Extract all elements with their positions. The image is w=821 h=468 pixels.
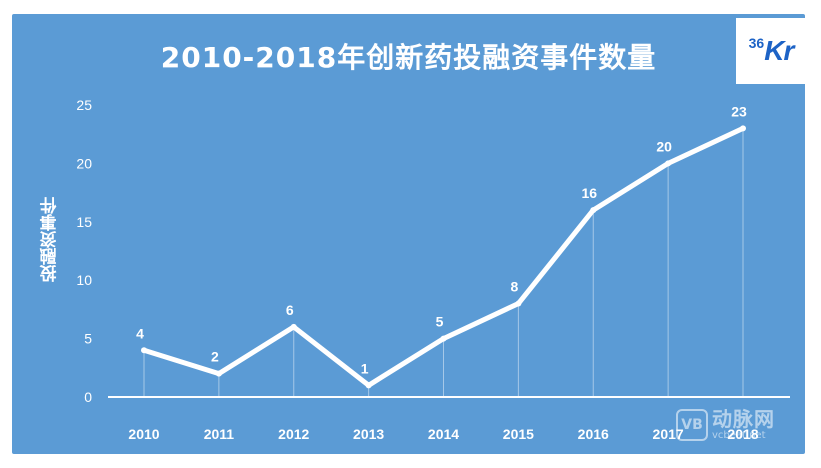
logo-main: Kr (764, 35, 794, 66)
x-tick-label: 2013 (353, 426, 384, 442)
data-label: 1 (361, 360, 369, 376)
x-tick-label: 2011 (204, 426, 235, 442)
watermark-url: vcbeat.net (712, 430, 766, 441)
data-label: 16 (581, 185, 597, 201)
data-point (215, 370, 222, 377)
y-tick-label: 15 (76, 214, 92, 230)
data-point (365, 382, 372, 389)
x-tick-label: 2016 (578, 426, 609, 442)
vcbeat-watermark: VB 动脉网 vcbeat.net (676, 408, 775, 442)
y-tick-label: 25 (76, 97, 92, 113)
y-ticks: 0 5 10 15 20 25 (76, 97, 92, 405)
data-point (141, 347, 147, 354)
data-point (665, 160, 672, 167)
x-tick-label: 2012 (278, 426, 309, 442)
data-label: 6 (286, 302, 294, 318)
data-point (515, 300, 522, 307)
data-points (141, 125, 746, 389)
vcbeat-logo-icon: VB (676, 409, 708, 441)
y-tick-label: 0 (84, 389, 92, 405)
x-tick-label: 2014 (428, 426, 459, 442)
data-label: 2 (211, 349, 219, 365)
data-label: 23 (731, 103, 747, 119)
y-tick-label: 20 (76, 155, 92, 171)
logo-sup: 36 (748, 35, 765, 51)
data-point (440, 335, 447, 342)
data-label: 20 (656, 138, 672, 154)
x-tick-label: 2015 (503, 426, 534, 442)
data-label: 8 (510, 279, 518, 295)
x-ticks: 2010 2011 2012 2013 2014 2015 2016 2017 2018 (128, 426, 758, 442)
chart-panel: 2010-2018年创新药投融资事件数量 (12, 14, 805, 454)
y-tick-label: 10 (76, 272, 92, 288)
36kr-logo: 36 Kr (736, 18, 806, 84)
data-point (740, 125, 746, 132)
watermark-name: 动脉网 (712, 407, 775, 431)
data-point (290, 323, 297, 330)
y-tick-label: 5 (84, 331, 92, 347)
data-labels: 4 2 6 1 5 8 16 20 23 (136, 103, 747, 376)
data-label: 5 (436, 314, 444, 330)
data-point (590, 207, 597, 214)
drop-lines (143, 128, 744, 397)
chart-title: 2010-2018年创新药投融资事件数量 (160, 41, 657, 74)
x-tick-label: 2018 (727, 426, 758, 442)
x-tick-label: 2010 (128, 426, 159, 442)
data-label: 4 (136, 325, 144, 341)
